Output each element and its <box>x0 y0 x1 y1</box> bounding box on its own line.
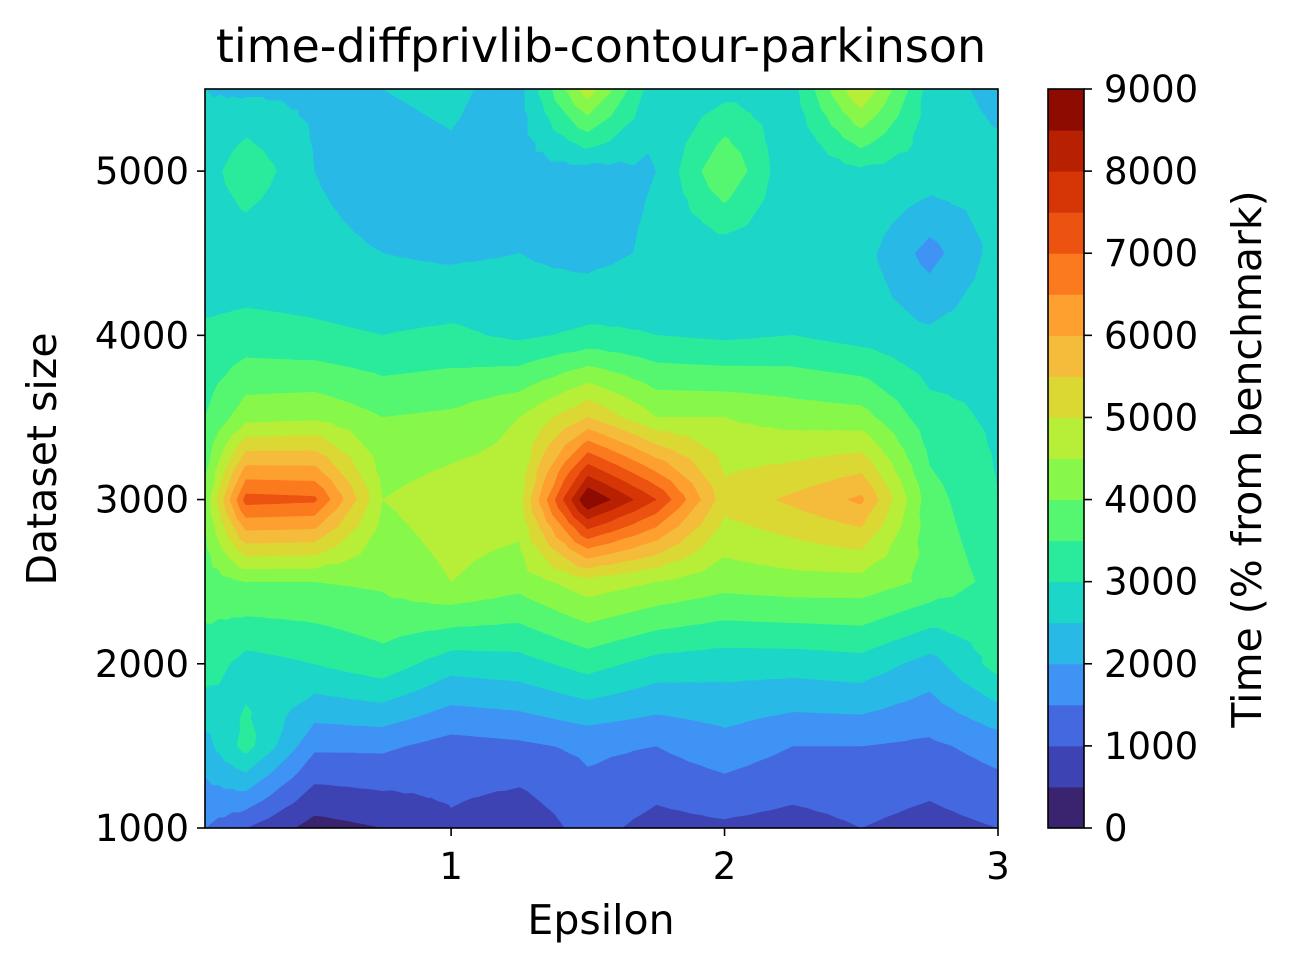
y-tick-label: 5000 <box>95 150 189 193</box>
colorbar-segment-8000 <box>1048 130 1084 172</box>
y-tick-label: 4000 <box>95 314 189 357</box>
y-axis: 1000 2000 3000 4000 5000 <box>95 150 205 850</box>
colorbar-segment-4000 <box>1048 458 1084 501</box>
colorbar <box>1048 89 1084 829</box>
x-axis: 1 2 3 <box>439 828 1010 888</box>
x-tick-label: 1 <box>439 845 463 888</box>
colorbar-tick-label: 8000 <box>1104 150 1198 193</box>
colorbar-tick-label: 2000 <box>1104 643 1198 686</box>
contour-band-8500-9000 <box>579 487 611 510</box>
colorbar-tick-label: 6000 <box>1104 314 1198 357</box>
colorbar-segment-3500 <box>1048 499 1084 542</box>
colorbar-frame <box>1047 88 1085 829</box>
colorbar-tick-label: 1000 <box>1104 725 1198 768</box>
colorbar-segment-7000 <box>1048 212 1084 254</box>
colorbar-tick-label: 5000 <box>1104 396 1198 439</box>
colorbar-segment-1500 <box>1048 663 1084 706</box>
y-tick-label: 2000 <box>95 643 189 686</box>
x-tick-label: 2 <box>713 845 737 888</box>
colorbar-label: Time (% from benchmark) <box>1223 190 1271 728</box>
colorbar-tick-label: 9000 <box>1104 68 1198 111</box>
colorbar-tick-label: 7000 <box>1104 232 1198 275</box>
colorbar-segment-4500 <box>1048 417 1084 459</box>
contour-band-3500-4000 <box>205 89 976 649</box>
x-axis-label: Epsilon <box>527 896 674 944</box>
colorbar-segment-5500 <box>1048 335 1084 377</box>
colorbar-axis: 0 1000 2000 3000 4000 5000 6000 7000 8000 9000 <box>1084 68 1198 850</box>
colorbar-segment-3000 <box>1048 540 1084 583</box>
colorbar-segment-5000 <box>1048 376 1084 418</box>
colorbar-segment-6000 <box>1048 294 1084 336</box>
y-tick-label: 3000 <box>95 479 189 522</box>
colorbar-segment-1000 <box>1048 704 1084 747</box>
plot-frame <box>204 88 999 829</box>
colorbar-segment-2500 <box>1048 581 1084 624</box>
colorbar-tick-label: 0 <box>1104 807 1128 850</box>
colorbar-segment-8500 <box>1048 89 1084 131</box>
y-tick-label: 1000 <box>95 807 189 850</box>
y-axis-label: Dataset size <box>18 332 66 585</box>
colorbar-segment-500 <box>1048 745 1084 788</box>
colorbar-segment-2000 <box>1048 622 1084 665</box>
colorbar-tick-label: 3000 <box>1104 561 1198 604</box>
colorbar-segment-0 <box>1048 786 1084 829</box>
colorbar-segment-6500 <box>1048 253 1084 295</box>
contour-fill <box>205 89 998 828</box>
colorbar-segment-7500 <box>1048 171 1084 213</box>
colorbar-tick-label: 4000 <box>1104 479 1198 522</box>
x-tick-label: 3 <box>986 845 1010 888</box>
chart-title: time-diffprivlib-contour-parkinson <box>216 19 986 73</box>
